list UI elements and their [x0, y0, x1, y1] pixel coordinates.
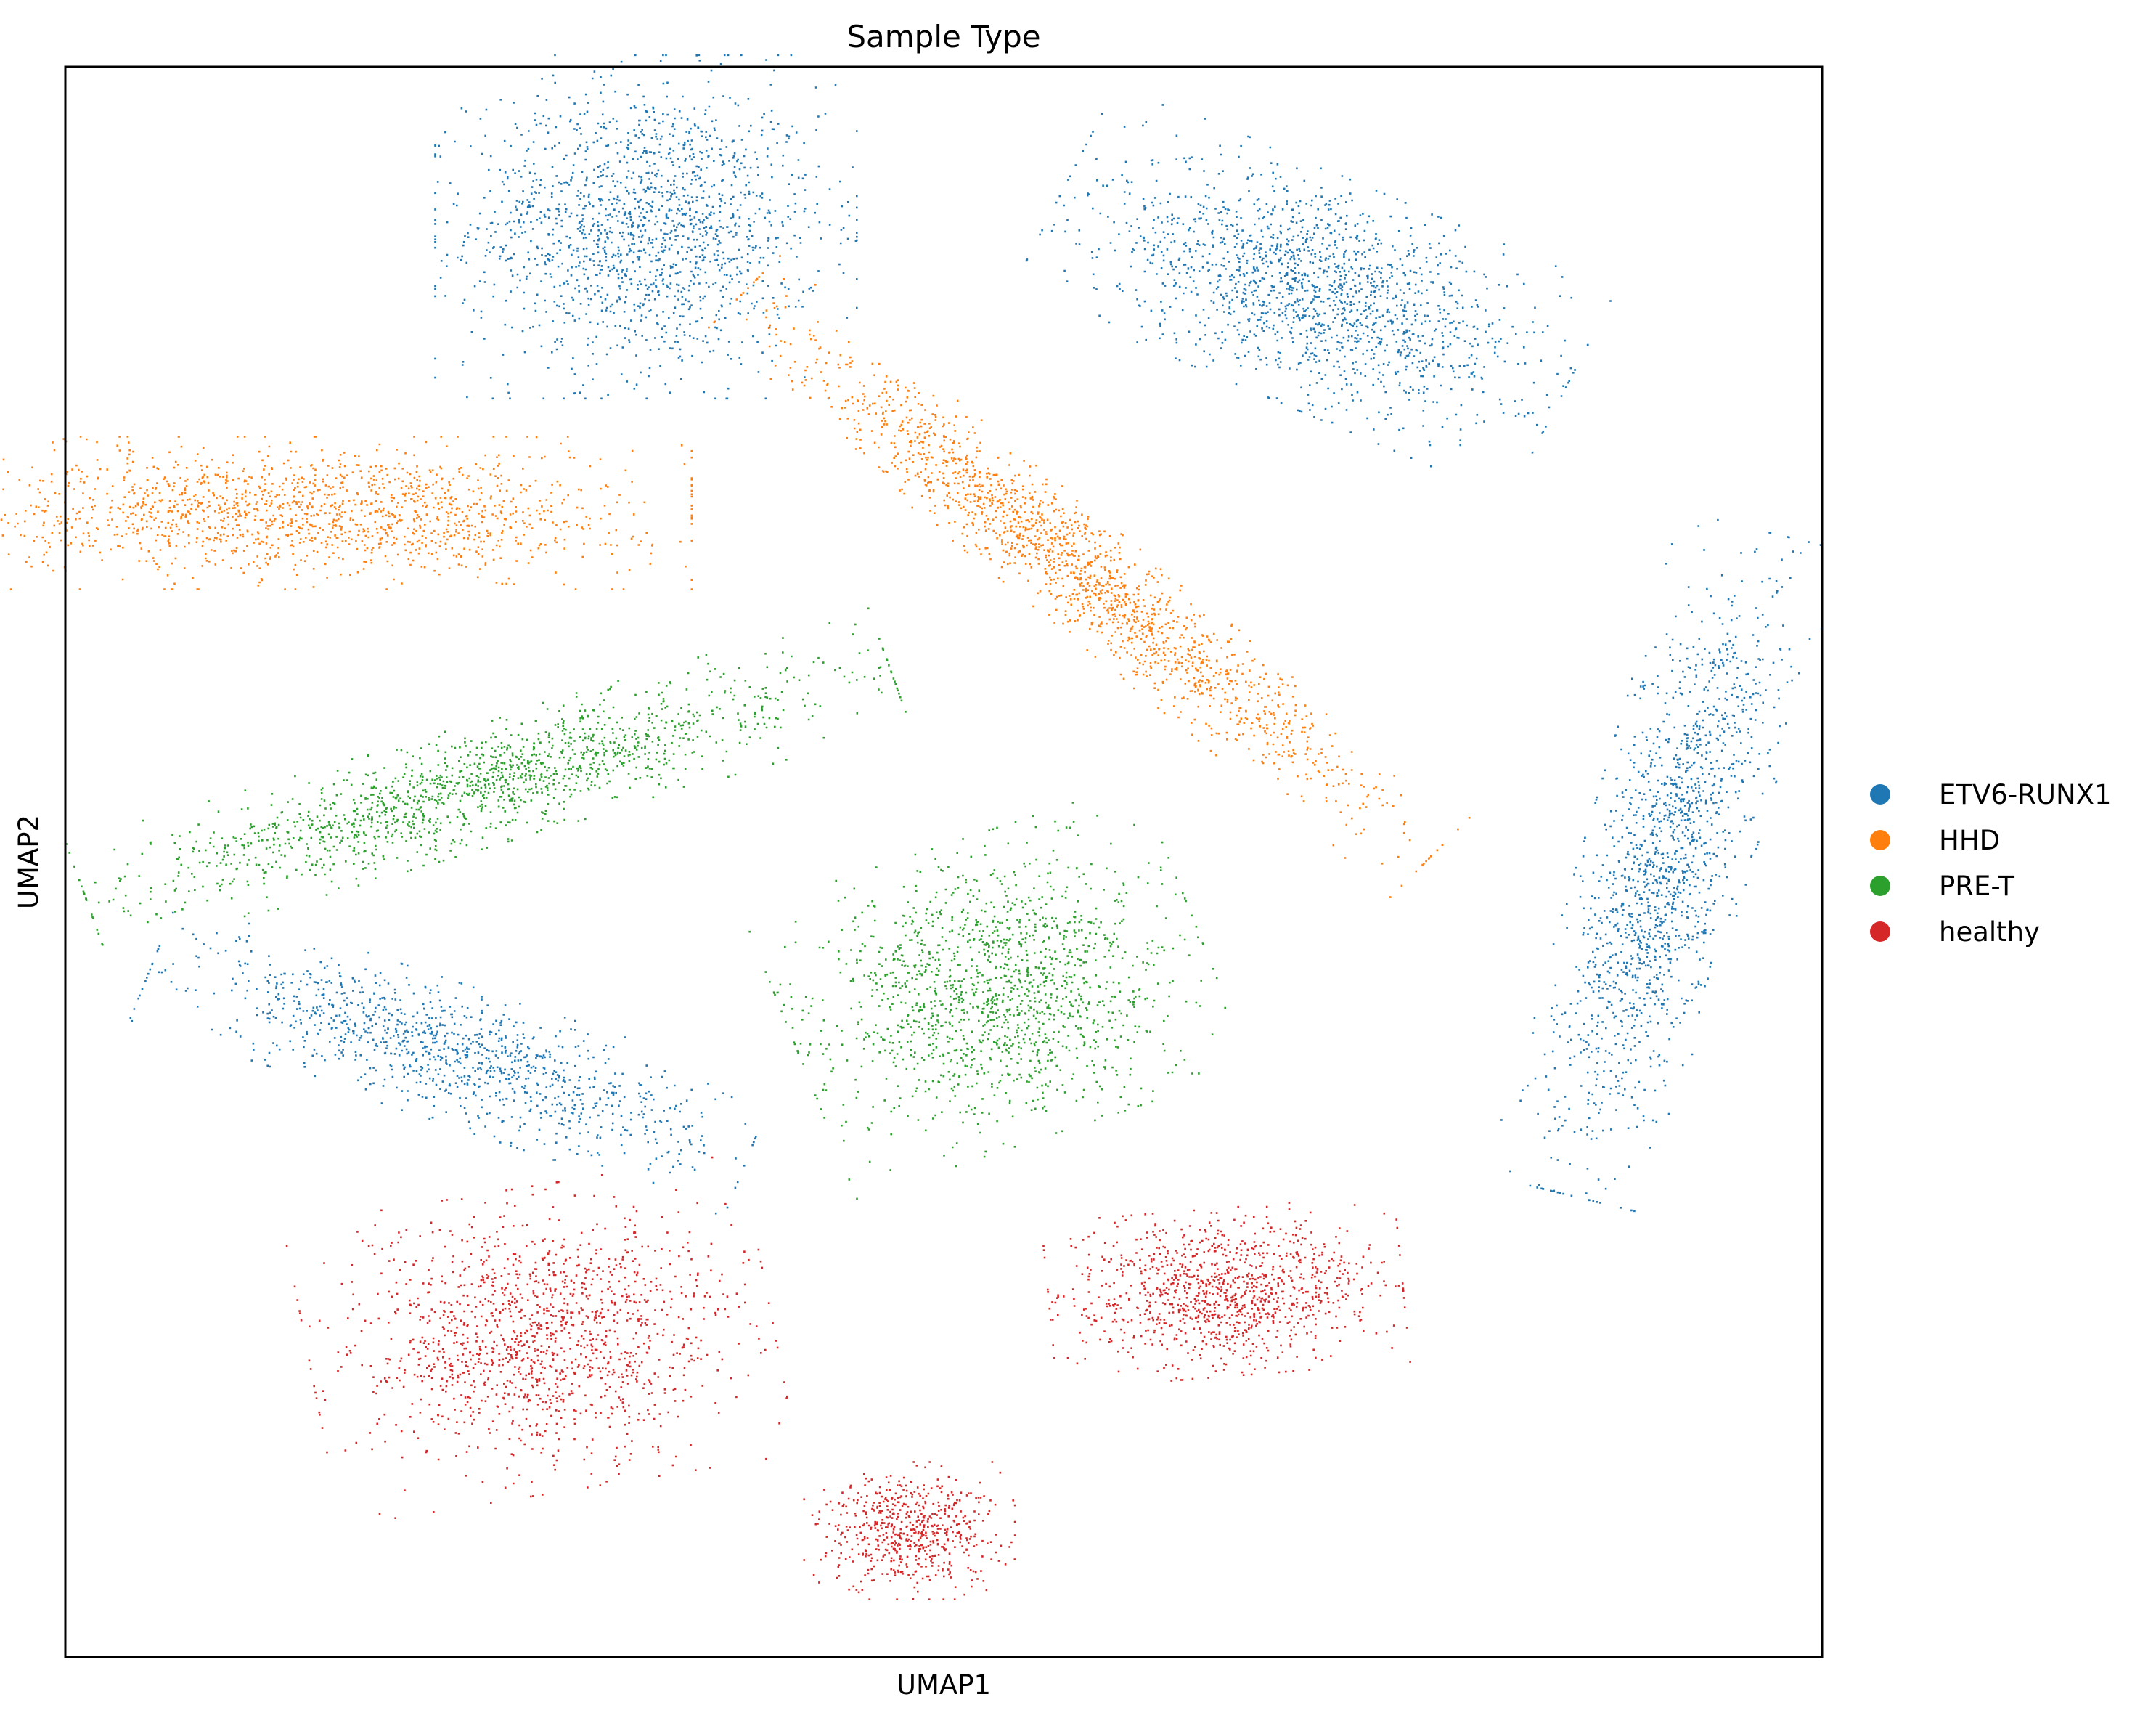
chart-title: Sample Type: [846, 19, 1040, 54]
series-healthy: [285, 1156, 1411, 1600]
scatter-point-group: [708, 255, 1471, 898]
scatter-point-group: [1042, 1202, 1411, 1382]
cluster-1-1: [434, 54, 858, 400]
series-hhd: [0, 255, 1471, 898]
scatter-point-group: [748, 802, 1226, 1200]
series-etv6-runx1: [129, 54, 1824, 1215]
cluster-1-4: [1500, 518, 1824, 1213]
legend-item: PRE-T: [1870, 871, 2014, 902]
scatter-point-group: [65, 607, 907, 946]
scatter-point-group: [434, 54, 858, 400]
cluster-3-1: [65, 607, 907, 946]
legend-marker: [1870, 921, 1890, 942]
cluster-4-2: [1042, 1202, 1411, 1382]
scatter-point-group: [285, 1156, 788, 1519]
cluster-4-3: [803, 1461, 1016, 1600]
scatter-points: [0, 54, 1824, 1600]
scatter-point-group: [129, 911, 757, 1215]
cluster-2-1: [0, 436, 693, 590]
legend-item: HHD: [1870, 825, 2000, 856]
legend-item: healthy: [1870, 916, 2040, 948]
cluster-4-1: [285, 1156, 788, 1519]
scatter-point-group: [0, 436, 693, 590]
legend: ETV6-RUNX1 HHD PRE-T healthy: [1870, 779, 2112, 948]
scatter-point-group: [1500, 518, 1824, 1213]
x-axis-label: UMAP1: [897, 1669, 991, 1701]
legend-marker: [1870, 876, 1890, 896]
legend-marker: [1870, 830, 1890, 850]
scatter-point-group: [1025, 104, 1612, 468]
plot-frame: [64, 65, 1824, 1658]
legend-label: healthy: [1939, 916, 2040, 948]
legend-label: PRE-T: [1939, 871, 2014, 902]
cluster-3-2: [748, 802, 1226, 1200]
cluster-1-3: [129, 911, 757, 1215]
legend-label: HHD: [1939, 825, 2000, 856]
scatter-point-group: [803, 1461, 1016, 1600]
series-pre-t: [65, 607, 1226, 1200]
legend-marker: [1870, 784, 1890, 805]
cluster-1-2: [1025, 104, 1612, 468]
legend-item: ETV6-RUNX1: [1870, 779, 2112, 810]
y-axis-label: UMAP2: [13, 815, 44, 909]
cluster-2-2: [708, 255, 1471, 898]
legend-label: ETV6-RUNX1: [1939, 779, 2112, 810]
